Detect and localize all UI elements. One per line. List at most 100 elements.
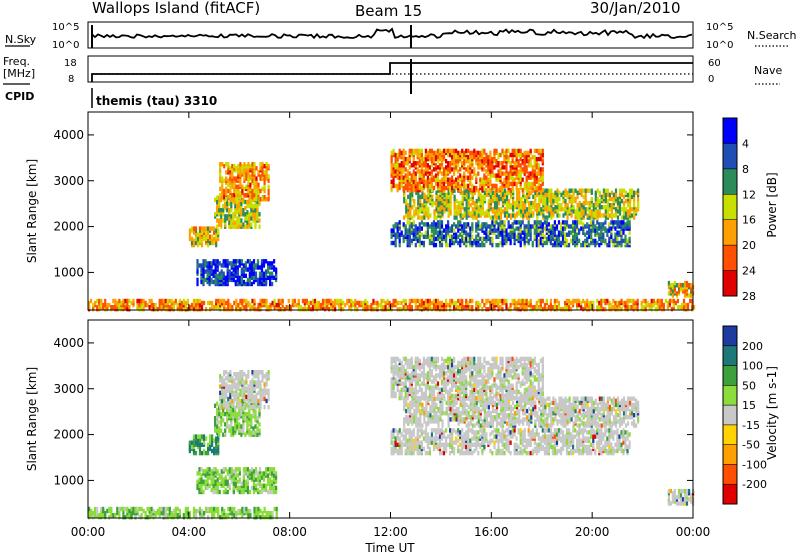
power-echo-cell [232,212,235,217]
power-echo-cell [418,226,421,231]
power-echo-cell [232,224,235,229]
power-echo-cell [224,259,227,264]
power-echo-cell [517,169,520,174]
velocity-echo-cell [156,508,159,514]
power-echo-cell [420,169,423,174]
velocity-echo-cell [162,510,165,516]
power-echo-cell [334,302,337,308]
power-echo-cell [540,207,543,212]
power-echo-cell [410,173,413,178]
velocity-echo-cell [206,467,209,472]
velocity-echo-cell [213,506,216,512]
power-echo-cell [90,298,93,304]
power-echo-cell [350,298,353,304]
velocity-echo-cell [244,471,247,476]
power-echo-cell [529,307,532,312]
power-echo-cell [372,298,375,304]
power-echo-cell [235,197,238,202]
power-echo-cell [574,220,577,225]
power-echo-cell [354,307,357,312]
power-echo-cell [511,152,514,158]
velocity-echo-cell [202,469,205,474]
velocity-echo-cell [222,418,225,423]
power-echo-cell [598,242,601,248]
power-echo-cell [239,172,242,177]
velocity-echo-cell [267,473,270,478]
power-echo-cell [232,216,235,221]
power-echo-cell [517,307,520,312]
power-echo-cell [447,152,450,158]
power-echo-cell [411,205,414,210]
power-echo-cell [525,298,528,304]
power-echo-cell [430,307,433,312]
power-echo-cell [229,197,232,202]
power-echo-cell [128,305,131,310]
power-echo-cell [622,228,625,233]
velocity-echo-cell [124,506,127,512]
power-echo-cell [196,269,199,274]
velocity-echo-cell [214,485,217,491]
power-echo-cell [403,215,406,220]
power-echo-cell [682,305,686,310]
power-echo-cell [654,307,657,312]
velocity-echo-cell [216,477,219,482]
power-echo-cell [200,263,203,268]
power-echo-cell [392,179,395,184]
power-echo-cell [475,240,478,246]
power-echo-cell [576,203,579,208]
power-echo-cell [489,215,492,220]
power-echo-cell [424,152,427,158]
power-echo-cell [447,207,450,212]
power-echo-cell [604,188,607,193]
power-echo-cell [570,198,573,204]
power-echo-cell [223,298,226,304]
velocity-echo-cell [136,506,139,512]
power-echo-cell [198,226,202,231]
power-echo-cell [509,187,512,193]
power-echo-cell [248,212,251,217]
power-echo-cell [412,161,415,166]
power-echo-cell [198,307,202,312]
power-echo-cell [622,238,625,244]
power-echo-cell [592,207,595,212]
power-echo-cell [440,242,444,248]
power-echo-cell [604,220,607,225]
velocity-echo-cell [218,481,221,486]
power-echo-cell [493,228,496,233]
velocity-echo-cell [230,426,233,431]
power-echo-cell [666,300,669,306]
power-echo-cell [96,298,99,304]
power-echo-cell [652,298,655,304]
power-echo-cell [483,211,486,216]
power-echo-cell [380,298,383,304]
power-echo-cell [568,298,571,304]
power-echo-cell [132,298,135,304]
power-echo-cell [247,300,250,306]
power-echo-cell [459,173,462,178]
power-echo-cell [584,232,587,237]
velocity-echo-cell [217,506,220,512]
velocity-echo-cell [220,418,223,423]
power-echo-cell [305,298,308,304]
velocity-echo-cell [122,510,125,516]
power-echo-cell [519,152,522,158]
power-echo-cell [225,307,228,312]
power-echo-cell [253,176,256,181]
power-echo-cell [148,305,151,310]
power-echo-cell [414,175,417,180]
velocity-echo-cell [248,469,251,474]
power-echo-cell [196,263,199,268]
power-echo-cell [236,216,239,221]
velocity-echo-cell [108,515,111,520]
power-echo-cell [220,269,223,274]
power-colorbar-segment [723,270,737,297]
power-echo-cell [124,298,127,304]
velocity-echo-cell [217,448,220,454]
power-echo-cell [449,298,452,304]
power-echo-cell [614,232,617,237]
power-echo-cell [434,298,438,304]
velocity-echo-cell [194,440,198,445]
power-echo-cell [311,305,315,310]
power-echo-cell [590,203,593,208]
velocity-echo-cell [253,513,256,518]
